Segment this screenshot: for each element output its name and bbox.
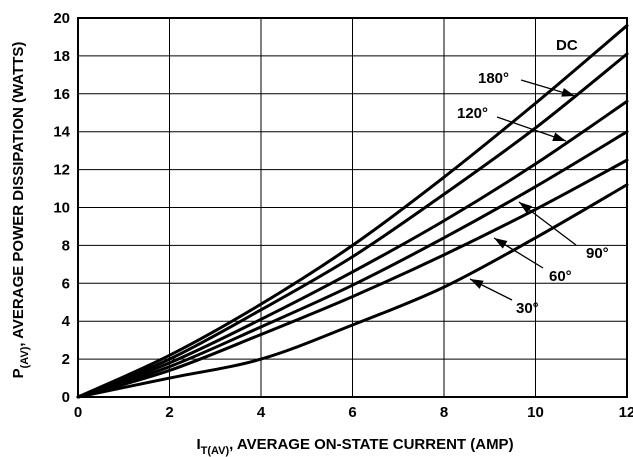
series-line-0 [76,24,629,399]
x-tick-label-2: 4 [257,404,266,421]
y-tick-label-8: 16 [53,86,70,103]
annotations: DC 180° 120° 90° 60° 30° [457,37,609,317]
y-tick-label-4: 8 [62,237,70,254]
y-tick-label-3: 6 [62,275,70,292]
annotation-arrowhead-4 [494,238,508,249]
x-tick-label-4: 8 [440,404,448,421]
x-tick-label-5: 10 [527,404,544,421]
y-tick-label-0: 0 [62,389,70,406]
x-tick-label-1: 2 [165,404,173,421]
series-line-2 [76,99,629,399]
annotation-arrowhead-1 [561,87,575,97]
annotation-label-4: 60° [549,268,572,285]
annotation-label-3: 90° [586,245,609,262]
annotation-arrowhead-3 [519,202,533,214]
annotation-label-5: 30° [516,300,539,317]
y-tick-label-6: 12 [53,162,70,179]
y-tick-label-7: 14 [53,124,70,141]
annotation-leaders [469,79,577,301]
x-axis-title: IT(AV), AVERAGE ON-STATE CURRENT (AMP) [196,436,513,457]
series-line-1 [76,52,629,399]
y-tick-label-5: 10 [53,200,70,217]
annotation-arrowhead-5 [470,279,484,289]
y-axis-title: P(AV), AVERAGE POWER DISSIPATION (WATTS) [10,42,31,379]
y-tick-label-1: 2 [62,351,70,368]
y-tick-label-2: 4 [62,313,71,330]
annotation-label-2: 120° [457,105,488,122]
series-line-5 [76,183,629,399]
x-tick-label-3: 6 [348,404,356,421]
annotation-arrowhead-2 [552,132,566,141]
x-tick-label-6: 12 [619,404,633,421]
x-tick-label-0: 0 [74,404,82,421]
series-curves [76,24,629,399]
y-tick-label-10: 20 [53,10,70,27]
series-line-4 [76,158,629,399]
annotation-label-1: 180° [478,70,509,87]
grid [77,17,628,398]
plot-frame [77,17,628,398]
series-line-3 [76,130,629,399]
y-tick-label-9: 18 [53,48,70,65]
annotation-label-0: DC [556,37,578,54]
tick-labels: 0 2 4 6 8 10 12 0 2 4 6 8 10 12 14 16 18 20 [53,10,633,421]
